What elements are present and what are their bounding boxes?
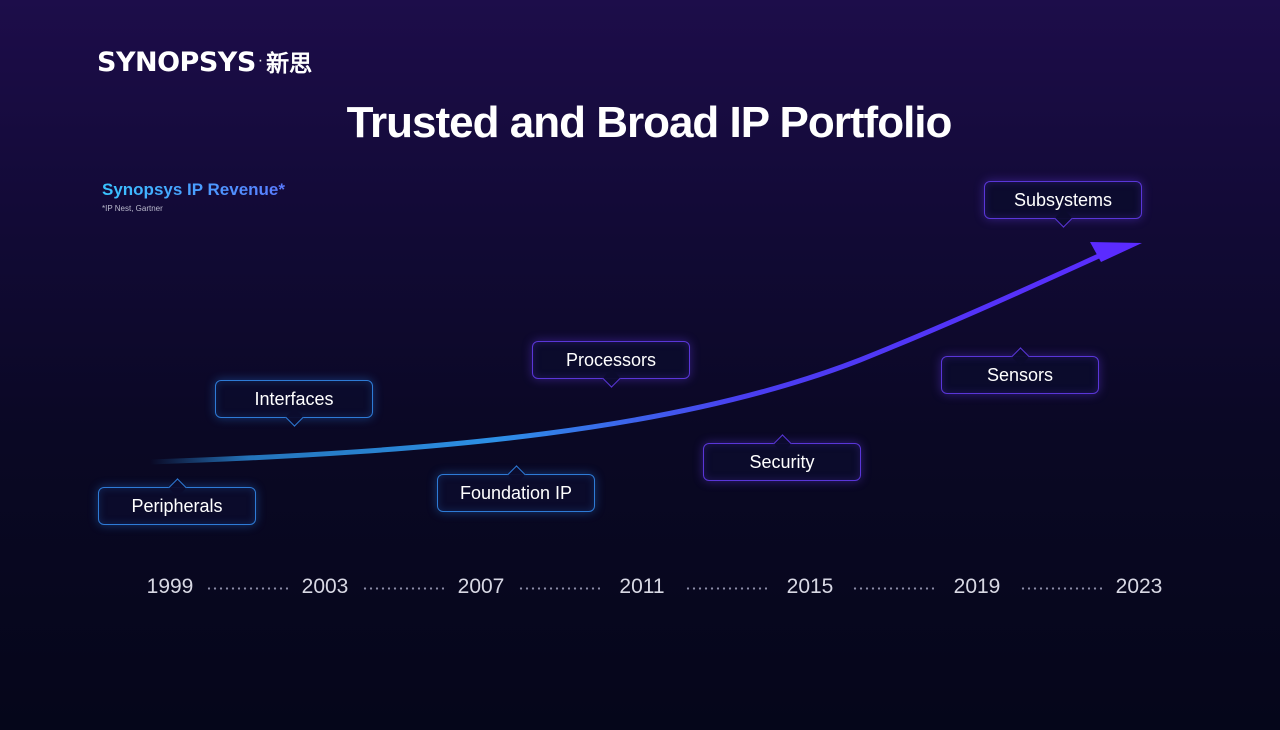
revenue-label: Synopsys IP Revenue* [102, 180, 285, 199]
milestone-label: Security [749, 451, 815, 472]
growth-curve-arrowhead [1090, 242, 1142, 262]
milestone-label: Interfaces [254, 388, 334, 409]
timeline-dots [206, 587, 288, 590]
year-label-2003: 2003 [301, 575, 349, 598]
page-title: Trusted and Broad IP Portfolio [346, 98, 953, 147]
timeline-dots [852, 587, 934, 590]
year-label-2023: 2023 [1115, 575, 1163, 598]
timeline-dots [1020, 587, 1102, 590]
milestone-label: Subsystems [1013, 189, 1113, 210]
milestone-peripherals: Peripherals [98, 478, 256, 525]
year-label-2007: 2007 [457, 575, 505, 598]
milestone-label: Processors [565, 349, 657, 370]
milestone-label: Foundation IP [459, 482, 573, 503]
milestone-sensors: Sensors [941, 347, 1099, 394]
milestone-security: Security [703, 434, 861, 481]
logo-wordmark: SYNOPSYS [97, 47, 256, 78]
year-label-2015: 2015 [786, 575, 834, 598]
milestone-interfaces: Interfaces [215, 380, 373, 427]
milestone-label: Peripherals [131, 495, 223, 516]
year-label-2019: 2019 [953, 575, 1001, 598]
synopsys-logo: SYNOPSYS · 新思 [97, 44, 312, 78]
milestone-foundation-ip: Foundation IP [437, 465, 595, 512]
revenue-footnote: *IP Nest, Gartner [102, 204, 163, 213]
growth-curve-line [147, 247, 1115, 465]
timeline-dots [685, 587, 767, 590]
logo-separator: · [257, 52, 264, 69]
timeline-dots [362, 587, 444, 590]
milestone-label: Sensors [986, 364, 1054, 385]
year-label-2011: 2011 [619, 575, 665, 598]
logo-chinese-name: 新思 [266, 51, 313, 77]
year-label-1999: 1999 [146, 575, 194, 598]
milestone-processors: Processors [532, 341, 690, 388]
timeline-dots [518, 587, 600, 590]
milestone-subsystems: Subsystems [984, 181, 1142, 228]
